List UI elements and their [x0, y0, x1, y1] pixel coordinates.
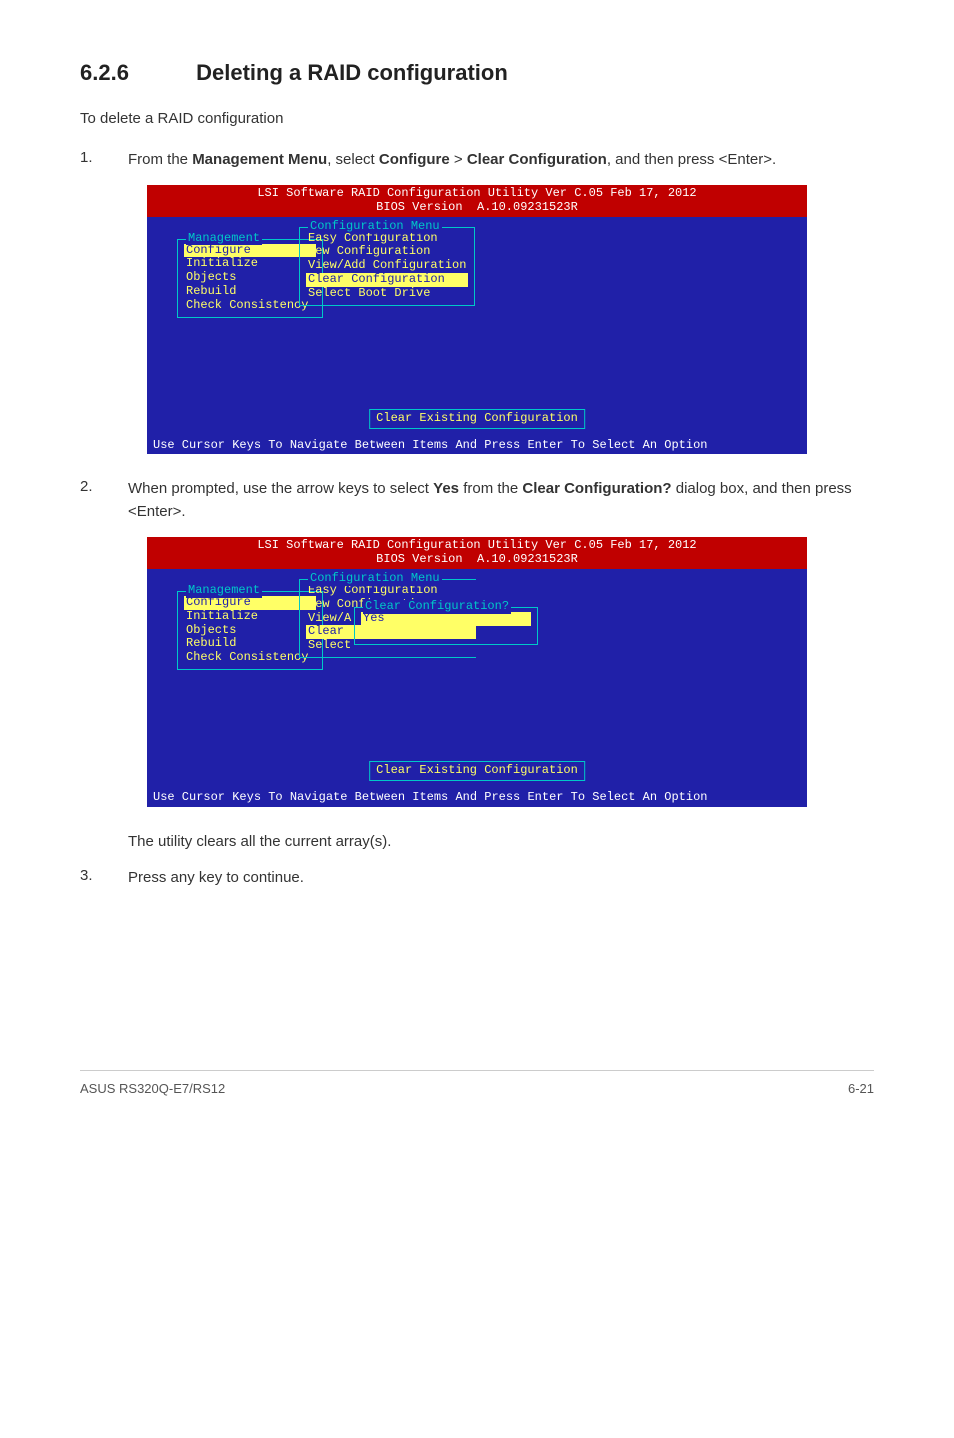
step-number: 1.: [80, 149, 128, 172]
section-heading: 6.2.6 Deleting a RAID configuration: [80, 60, 874, 86]
menu-item-select-boot-drive[interactable]: Select Boot Drive: [306, 287, 468, 301]
menu-item-check-consistency[interactable]: Check Consistency: [184, 299, 316, 313]
bios-footer-text: Use Cursor Keys To Navigate Between Item…: [153, 790, 708, 804]
menu-item-configure[interactable]: Configure: [184, 244, 316, 258]
menu-item-rebuild[interactable]: Rebuild: [184, 285, 316, 299]
step-number: 2.: [80, 478, 128, 523]
bios-footer-text: Use Cursor Keys To Navigate Between Item…: [153, 438, 708, 452]
configuration-menu: Configuration Menu Easy Configuration Ne…: [299, 227, 475, 306]
section-title: Deleting a RAID configuration: [196, 60, 508, 85]
bios-header: LSI Software RAID Configuration Utility …: [147, 537, 807, 569]
clear-existing-config-button[interactable]: Clear Existing Configuration: [369, 409, 585, 429]
menu-item-initialize[interactable]: Initialize: [184, 610, 316, 624]
menu-item-initialize[interactable]: Initialize: [184, 257, 316, 271]
step-number: 3.: [80, 867, 128, 890]
page-footer: ASUS RS320Q-E7/RS12 6-21: [80, 1070, 874, 1096]
menu-item-easy-config[interactable]: Easy Configuration: [306, 232, 468, 246]
intro-text: To delete a RAID configuration: [80, 108, 874, 131]
dialog-option-yes[interactable]: Yes: [361, 612, 531, 626]
menu-item-new-config[interactable]: New Configuration: [306, 245, 468, 259]
bios-screenshot-2: LSI Software RAID Configuration Utility …: [147, 537, 807, 806]
menu-item-clear-config[interactable]: Clear Configuration: [306, 273, 468, 287]
configuration-menu-title: Configuration Menu: [308, 220, 442, 234]
dialog-option-no[interactable]: No: [361, 626, 531, 640]
step-text: Press any key to continue.: [128, 867, 874, 890]
menu-item-check-consistency[interactable]: Check Consistency: [184, 651, 316, 665]
footer-right: 6-21: [848, 1081, 874, 1096]
menu-item-objects[interactable]: Objects: [184, 624, 316, 638]
menu-item-easy-config[interactable]: Easy Configuration: [306, 584, 476, 598]
clear-config-dialog: Clear Configuration? Yes No: [354, 607, 538, 645]
clear-config-dialog-title: Clear Configuration?: [363, 600, 511, 614]
management-menu-title: Management: [186, 584, 262, 598]
menu-item-configure[interactable]: Configure: [184, 596, 316, 610]
step-text: The utility clears all the current array…: [128, 831, 874, 854]
menu-item-view-add-config[interactable]: View/Add Configuration: [306, 259, 468, 273]
bios-screenshot-1: LSI Software RAID Configuration Utility …: [147, 185, 807, 454]
footer-left: ASUS RS320Q-E7/RS12: [80, 1081, 225, 1096]
bios-header: LSI Software RAID Configuration Utility …: [147, 185, 807, 217]
step-number: [80, 831, 128, 854]
step-text: From the Management Menu, select Configu…: [128, 149, 874, 172]
management-menu-title: Management: [186, 232, 262, 246]
step-text: When prompted, use the arrow keys to sel…: [128, 478, 874, 523]
configuration-menu-title: Configuration Menu: [308, 572, 442, 586]
menu-item-rebuild[interactable]: Rebuild: [184, 637, 316, 651]
clear-existing-config-button[interactable]: Clear Existing Configuration: [369, 761, 585, 781]
menu-item-objects[interactable]: Objects: [184, 271, 316, 285]
section-number: 6.2.6: [80, 60, 190, 86]
